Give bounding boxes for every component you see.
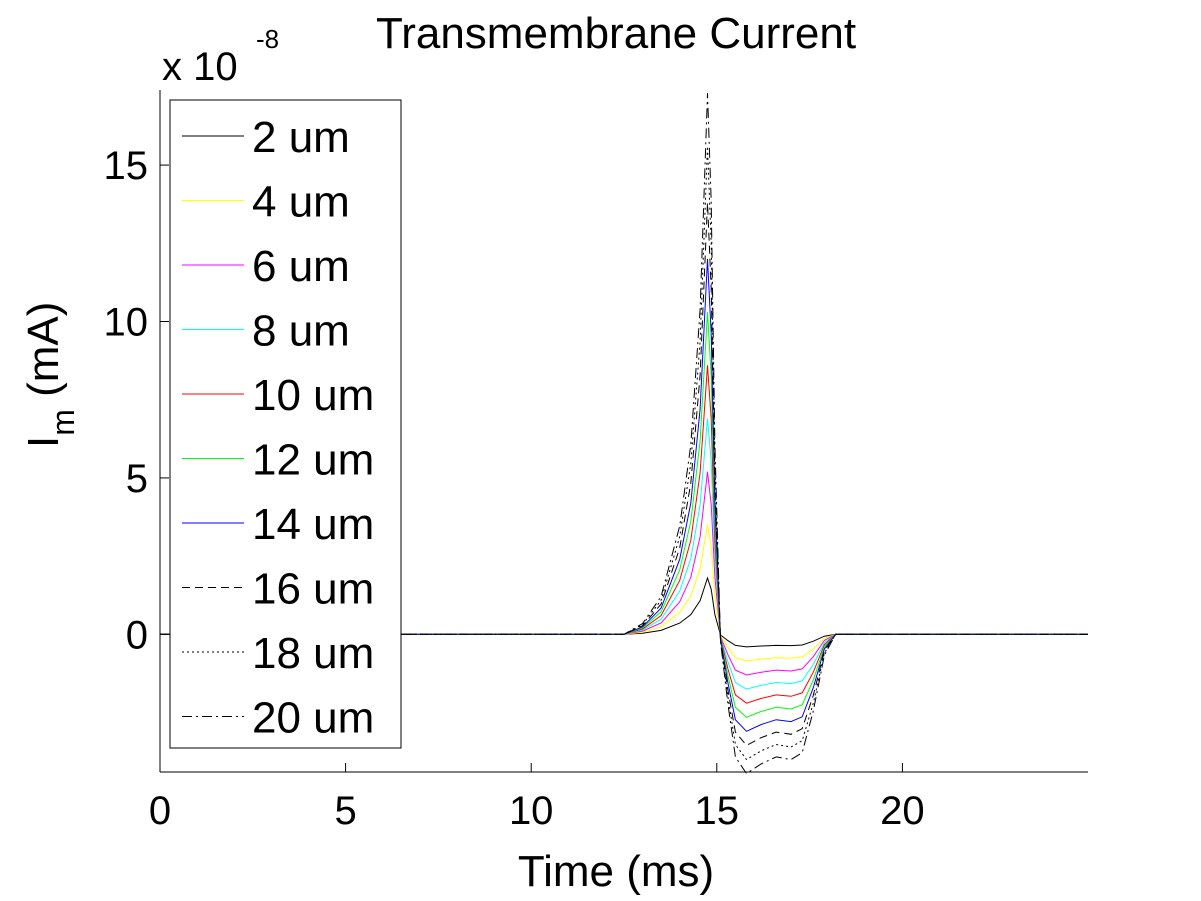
y-tick-label: 0 [126, 613, 148, 657]
series-line [160, 365, 1088, 704]
series-line [160, 312, 1088, 718]
legend-label: 10 um [252, 371, 374, 420]
series-line [160, 418, 1088, 690]
x-tick-label: 5 [334, 789, 356, 833]
y-label-unit: (mA) [19, 302, 68, 410]
legend-items: 2 um 4 um 6 um 8 um 10 um 12 um 14 um 16 um 18 u… [182, 113, 374, 743]
legend-label: 6 um [252, 242, 350, 291]
x-axis-label: Time (ms) [518, 847, 714, 896]
y-label-subscript: m [45, 409, 81, 436]
legend-label: 4 um [252, 178, 350, 227]
legend: 2 um 4 um 6 um 8 um 10 um 12 um 14 um 16 um 18 u… [169, 99, 402, 749]
series-line [160, 471, 1088, 676]
y-tick-label: 5 [126, 457, 148, 501]
y-axis-label-group: Im (mA) [19, 302, 81, 448]
chart-title: Transmembrane Current [376, 9, 856, 58]
y-multiplier-base: x 10 [162, 45, 238, 89]
legend-label: 18 um [252, 629, 374, 678]
legend-label: 14 um [252, 500, 374, 549]
legend-label: 12 um [252, 436, 374, 485]
series-line [160, 524, 1088, 662]
y-tick-label: 15 [104, 144, 149, 188]
legend-label: 20 um [252, 694, 374, 743]
legend-label: 8 um [252, 307, 350, 356]
series-line [160, 576, 1088, 648]
x-ticks: 0 5 10 15 20 [149, 763, 925, 833]
series-line [160, 93, 1088, 775]
x-tick-label: 15 [695, 789, 740, 833]
x-tick-label: 20 [880, 789, 925, 833]
y-multiplier-exponent: -8 [256, 24, 279, 54]
legend-label: 16 um [252, 565, 374, 614]
legend-label: 2 um [252, 113, 350, 162]
series-line [160, 258, 1088, 732]
axes [159, 90, 1088, 773]
legend-box [169, 99, 402, 749]
y-axis-label: Im (mA) [19, 302, 81, 448]
series-lines [160, 93, 1088, 775]
series-line [160, 202, 1088, 747]
y-tick-label: 10 [104, 301, 149, 345]
x-tick-label: 10 [509, 789, 554, 833]
x-tick-label: 0 [149, 789, 171, 833]
y-label-symbol: I [19, 436, 68, 448]
